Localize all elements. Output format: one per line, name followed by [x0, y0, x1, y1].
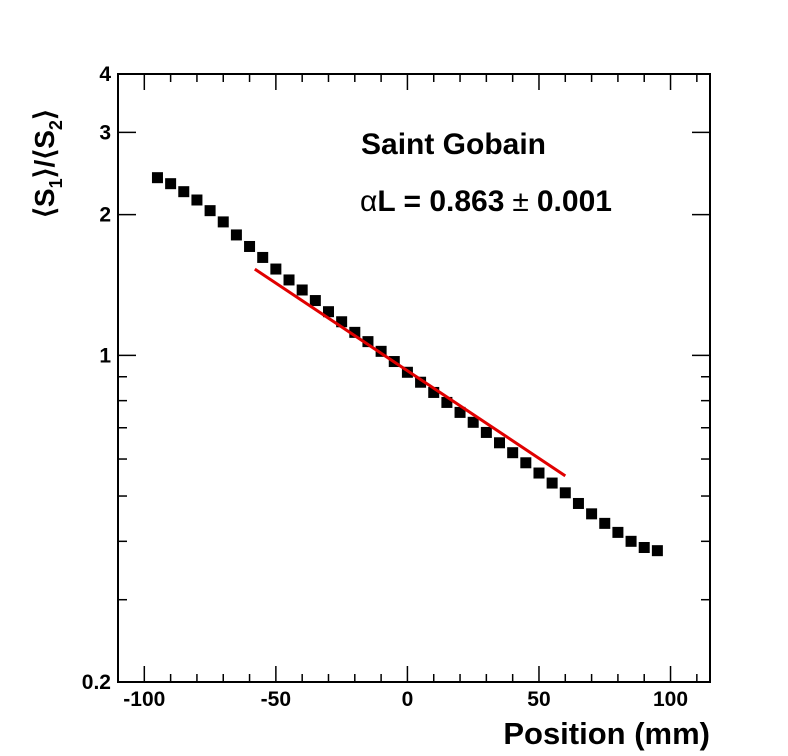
data-point — [204, 205, 216, 217]
data-point — [349, 326, 361, 338]
plot-frame — [117, 73, 711, 683]
data-point — [441, 396, 453, 408]
data-point — [217, 216, 229, 228]
data-point — [283, 274, 295, 286]
data-series — [151, 172, 663, 557]
data-point — [336, 316, 348, 328]
y-tick-label: 4 — [99, 63, 111, 86]
data-point — [612, 526, 624, 538]
data-point — [151, 172, 163, 184]
data-point — [625, 535, 637, 547]
data-point — [494, 437, 506, 449]
data-point — [178, 186, 190, 198]
y-tick-label: 1 — [99, 344, 111, 367]
data-point — [191, 194, 203, 206]
data-point — [375, 345, 387, 357]
data-point — [533, 467, 545, 479]
y-tick-label: 3 — [99, 121, 111, 144]
data-point — [296, 284, 308, 296]
x-tick-label: -50 — [261, 688, 291, 711]
x-axis-label: Position (mm) — [503, 716, 710, 751]
data-point — [362, 336, 374, 348]
data-point — [572, 497, 584, 509]
x-axis-tick-labels: -100 -50 0 50 100 — [123, 688, 688, 711]
x-tick-label: 0 — [402, 688, 414, 711]
data-point — [454, 406, 466, 418]
data-point — [322, 306, 334, 318]
fit-line — [253, 267, 567, 478]
x-axis-ticks — [143, 74, 698, 682]
annotation-title: Saint Gobain — [361, 128, 546, 161]
data-point — [309, 295, 321, 307]
y-tick-label: 2 — [99, 204, 111, 227]
data-point — [415, 376, 427, 388]
data-point — [257, 251, 269, 263]
x-tick-label: -100 — [123, 688, 165, 711]
annotation-fit-result: αL = 0.863 ±0.001 — [360, 185, 612, 218]
alpha-L-error: 0.001 — [537, 185, 612, 218]
x-tick-label: 100 — [653, 688, 688, 711]
y-axis-ticks — [118, 73, 710, 683]
data-point — [428, 386, 440, 398]
data-point — [230, 229, 242, 241]
x-tick-label: 50 — [527, 688, 550, 711]
data-point — [638, 542, 650, 554]
data-point — [599, 517, 611, 529]
data-point — [270, 263, 282, 275]
y-axis-label: ⟨S1⟩/⟨S2⟩ — [29, 109, 66, 218]
data-point — [244, 240, 256, 252]
data-point — [586, 508, 598, 520]
alpha-L-value: L = 0.863 — [377, 185, 504, 218]
data-point — [507, 447, 519, 459]
y-tick-label: 0.2 — [82, 671, 111, 694]
data-point — [480, 426, 492, 438]
data-point — [467, 416, 479, 428]
data-point — [651, 545, 663, 557]
data-point — [165, 178, 177, 190]
alpha-symbol: α — [360, 185, 377, 218]
plus-minus-symbol: ± — [512, 185, 528, 218]
y-axis-tick-labels: 0.2 1 2 3 4 — [82, 63, 112, 694]
data-point — [520, 457, 532, 469]
data-point — [559, 487, 571, 499]
data-point — [546, 477, 558, 489]
